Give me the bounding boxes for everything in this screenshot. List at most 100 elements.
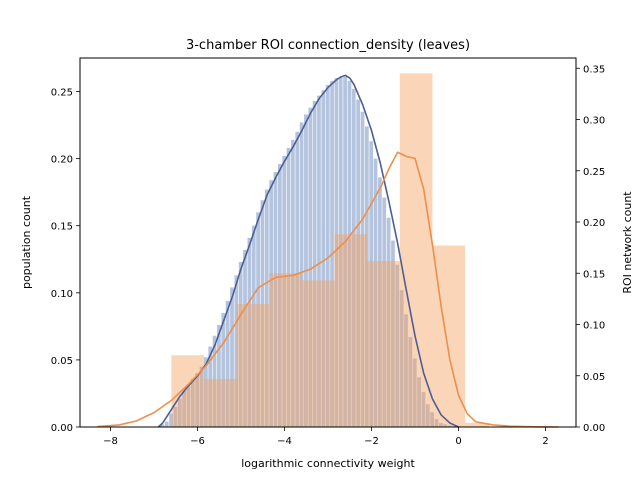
y2-tick-label: 0.25 [583, 167, 605, 178]
y2-tick-label: 0.20 [583, 218, 605, 229]
population-bar [356, 99, 361, 427]
population-bar [264, 189, 269, 427]
y-axis-left: 0.00 0.05 0.10 0.15 0.20 0.25 [51, 88, 80, 434]
population-bar [186, 384, 191, 427]
y2-tick-label: 0.15 [583, 269, 605, 280]
population-bar [343, 76, 347, 427]
population-bar [386, 217, 391, 427]
population-bar [273, 172, 278, 427]
population-bar [382, 197, 387, 427]
roi-bar [399, 73, 433, 427]
y2-tick-label: 0.00 [583, 423, 605, 434]
plot-area [97, 73, 559, 428]
roi-bar [171, 355, 204, 427]
population-bar [325, 84, 330, 427]
y2-axis-label: ROI network count [621, 191, 634, 294]
axes-frame [79, 57, 577, 428]
population-bar [247, 237, 252, 427]
population-bar [408, 337, 413, 427]
y-tick-label: 0.15 [51, 222, 73, 233]
y-axis-right: 0.00 0.05 0.10 0.15 0.20 0.25 0.30 0.35 [576, 64, 605, 434]
population-bar [308, 107, 313, 427]
x-axis-label: logarithmic connectivity weight [241, 457, 415, 470]
population-bar [364, 126, 369, 427]
population-bar [351, 88, 356, 427]
x-tick-label: −8 [103, 436, 118, 447]
population-bar [317, 95, 321, 427]
population-bar [291, 139, 295, 428]
y-tick-label: 0.25 [51, 88, 73, 99]
population-bar [217, 325, 221, 427]
population-bar [164, 421, 169, 427]
population-bar [182, 390, 186, 427]
y-tick-label: 0.10 [51, 289, 73, 300]
population-bar [212, 335, 217, 427]
population-bar [177, 398, 182, 427]
y-tick-label: 0.20 [51, 155, 73, 166]
x-tick-label: 2 [542, 436, 548, 447]
y2-tick-label: 0.05 [583, 372, 605, 383]
x-tick-label: −6 [190, 436, 205, 447]
roi-histogram [171, 73, 489, 427]
population-bar [434, 418, 439, 427]
population-bar [238, 261, 243, 427]
population-bar [338, 76, 343, 427]
population-bar [234, 275, 239, 427]
population-bar [256, 212, 260, 427]
y-tick-label: 0.05 [51, 356, 73, 367]
population-bar [369, 141, 374, 427]
population-bar [299, 122, 304, 427]
population-bar [269, 180, 274, 427]
population-bar [160, 424, 165, 427]
population-bar [251, 225, 256, 427]
population-bar [378, 177, 382, 427]
population-bar [430, 412, 434, 427]
y2-tick-label: 0.35 [583, 64, 605, 75]
population-bar [334, 78, 339, 428]
y-axis-label: population count [20, 195, 33, 289]
population-bar [195, 373, 200, 427]
x-tick-label: 0 [455, 436, 461, 447]
roi-bar [465, 422, 489, 427]
population-bar [321, 90, 326, 427]
y2-tick-label: 0.30 [583, 116, 605, 127]
population-bar [199, 366, 204, 427]
population-bar [443, 424, 448, 427]
population-bar [277, 164, 282, 427]
roi-bar [301, 280, 335, 427]
population-bar [295, 131, 300, 428]
population-bar [286, 147, 291, 427]
population-bar [399, 290, 404, 427]
population-bar [173, 406, 178, 427]
population-bar [221, 312, 226, 427]
population-bar [417, 377, 421, 427]
roi-bar [204, 378, 237, 427]
population-bar [395, 264, 400, 427]
roi-kde-line [97, 151, 559, 428]
population-bar [243, 249, 247, 427]
roi-bar [334, 234, 368, 427]
roi-bar [236, 304, 270, 427]
population-bar [347, 80, 352, 427]
y-tick-label: 0.00 [51, 423, 73, 434]
population-bar [391, 240, 395, 427]
population-kde-line [157, 74, 459, 428]
population-bar [404, 314, 408, 427]
roi-bar [269, 273, 302, 427]
population-bar [204, 357, 208, 427]
population-bar [312, 100, 317, 428]
population-bar [425, 404, 430, 427]
population-bar [447, 425, 452, 427]
x-tick-label: −2 [364, 436, 379, 447]
population-bar [373, 158, 378, 428]
population-bar [412, 358, 417, 427]
population-bar [230, 287, 234, 427]
population-bar [169, 413, 173, 427]
population-bar [421, 392, 426, 427]
x-tick-label: −4 [277, 436, 292, 447]
x-axis: −8 −6 −4 −2 0 2 [103, 427, 549, 447]
chart-title: 3-chamber ROI connection_density (leaves… [186, 38, 470, 53]
population-bar [260, 200, 265, 427]
population-bar [360, 111, 365, 427]
